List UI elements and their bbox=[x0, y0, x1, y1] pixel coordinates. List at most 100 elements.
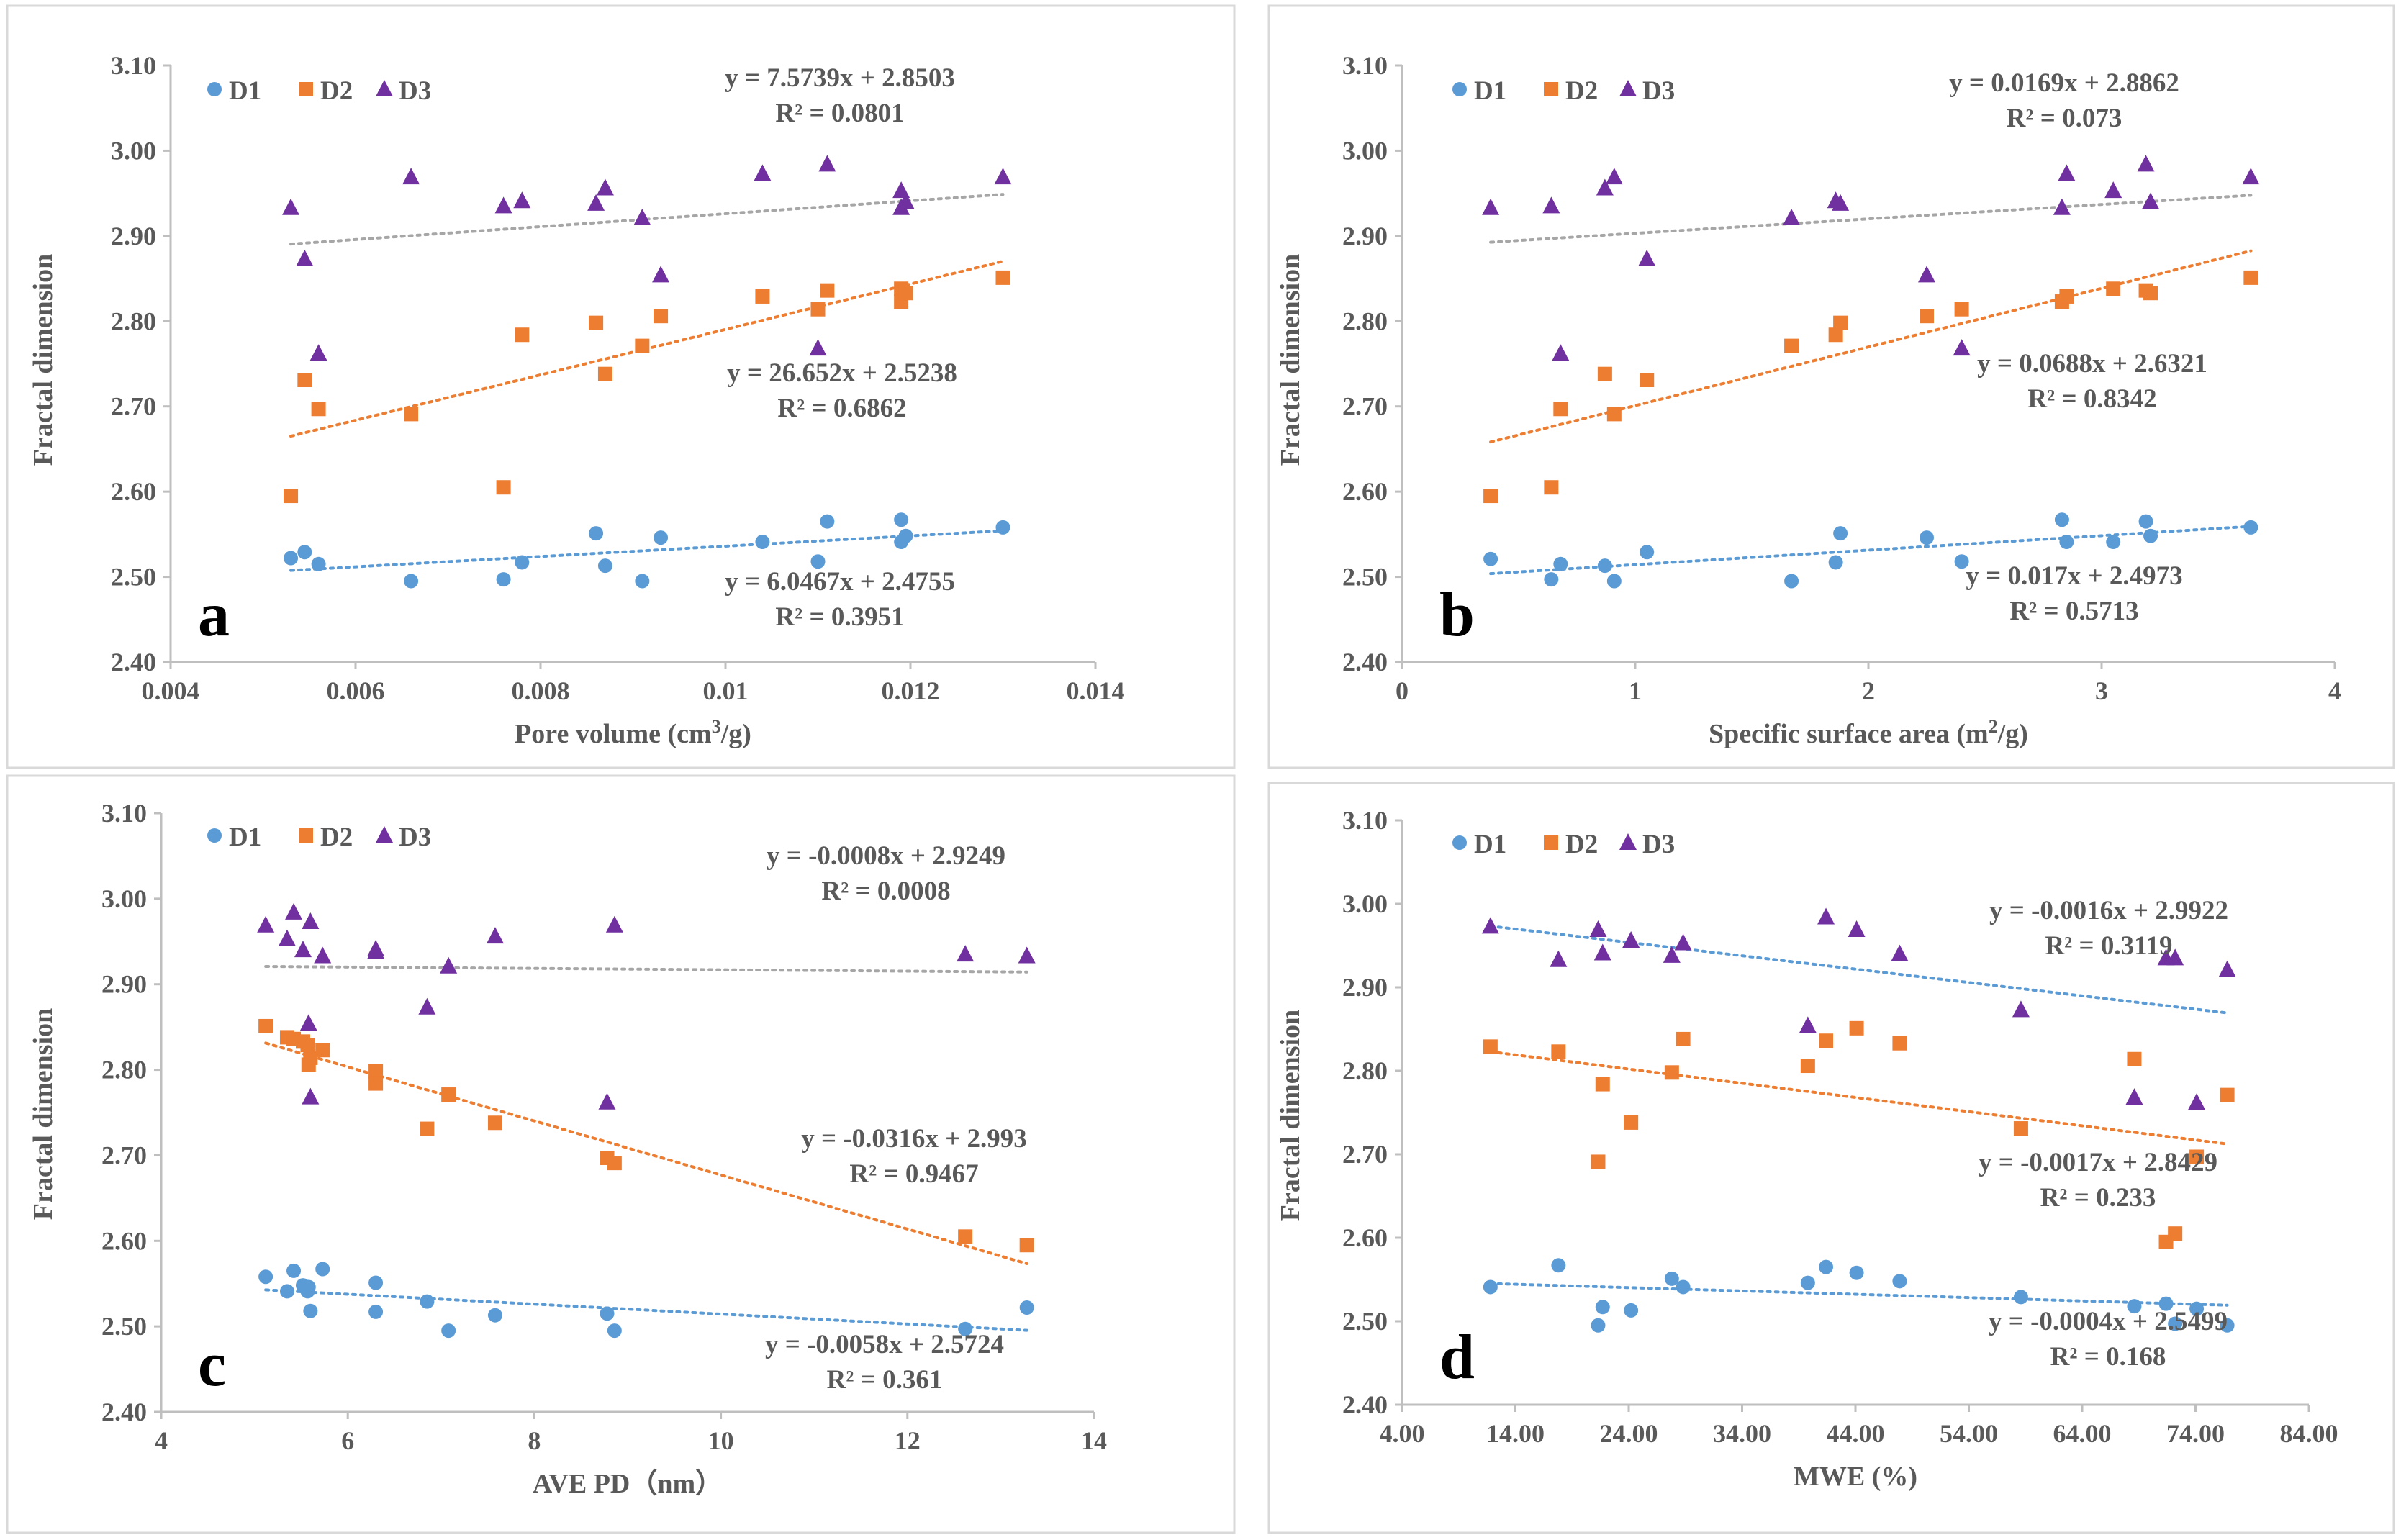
x-axis-title: Pore volume (cm3/g) bbox=[515, 716, 751, 749]
data-point-d1 bbox=[279, 1284, 294, 1299]
data-point-d3 bbox=[1953, 339, 1971, 356]
equation-d2: y = 26.652x + 2.5238 bbox=[727, 358, 957, 388]
data-point-d3 bbox=[652, 266, 670, 283]
data-point-d3 bbox=[1848, 920, 1866, 937]
data-point-d2 bbox=[496, 480, 511, 495]
y-tick-label: 2.60 bbox=[1342, 477, 1388, 506]
data-point-d1 bbox=[1595, 1300, 1610, 1315]
data-point-d1 bbox=[487, 1308, 502, 1323]
y-tick-label: 2.60 bbox=[111, 477, 156, 506]
data-point-d2 bbox=[2059, 289, 2074, 304]
y-axis-title: Fractal dimension bbox=[1275, 254, 1306, 466]
equation-d2: y = -0.0017x + 2.8429 bbox=[1979, 1148, 2217, 1177]
x-tick-label: 64.00 bbox=[2053, 1419, 2112, 1448]
circle-marker-icon bbox=[1452, 835, 1467, 850]
y-tick-label: 3.10 bbox=[101, 799, 147, 828]
data-point-d2 bbox=[1664, 1065, 1679, 1080]
data-point-d2 bbox=[1483, 1039, 1498, 1054]
circle-marker-icon bbox=[207, 82, 222, 96]
square-marker-icon bbox=[299, 828, 313, 843]
data-point-d2 bbox=[1483, 489, 1498, 504]
data-point-d3 bbox=[1817, 907, 1835, 925]
data-point-d3 bbox=[2137, 155, 2155, 172]
panel-frame bbox=[6, 774, 1236, 1534]
x-tick-label: 4.00 bbox=[1380, 1419, 1425, 1448]
legend-label-d1: D1 bbox=[229, 76, 261, 106]
y-tick-label: 2.80 bbox=[101, 1056, 147, 1084]
r-squared-d2: R² = 0.6862 bbox=[777, 394, 906, 423]
trendline-d2 bbox=[264, 1041, 1028, 1265]
y-tick-label: 2.40 bbox=[1342, 1390, 1388, 1419]
x-tick-label: 14 bbox=[1081, 1426, 1107, 1455]
y-tick-label: 2.40 bbox=[111, 648, 156, 676]
y-tick-label: 3.00 bbox=[1342, 136, 1388, 165]
data-point-d2 bbox=[1800, 1059, 1815, 1074]
square-marker-icon bbox=[1544, 835, 1558, 850]
triangle-marker-icon bbox=[1619, 833, 1637, 850]
data-point-d2 bbox=[297, 373, 312, 388]
data-point-d2 bbox=[2127, 1051, 2142, 1066]
x-tick-label: 0.004 bbox=[142, 676, 200, 705]
data-point-d1 bbox=[810, 554, 826, 569]
data-point-d3 bbox=[994, 168, 1012, 185]
data-point-d2 bbox=[958, 1229, 973, 1244]
x-axis-title-main: Specific surface area (m bbox=[1709, 719, 1989, 749]
data-point-d2 bbox=[1819, 1033, 1834, 1048]
data-point-d2 bbox=[303, 1050, 318, 1065]
y-tick-label: 3.10 bbox=[1342, 51, 1388, 80]
trendline-d3 bbox=[1488, 924, 2229, 1015]
r-squared-d1: R² = 0.361 bbox=[827, 1365, 943, 1395]
data-point-d3 bbox=[2058, 164, 2076, 181]
x-tick-label: 12 bbox=[895, 1426, 921, 1455]
data-point-d2 bbox=[635, 338, 650, 353]
data-point-d2 bbox=[2189, 1149, 2205, 1164]
equation-d2: y = 0.0688x + 2.6321 bbox=[1977, 349, 2207, 379]
data-point-d3 bbox=[1482, 198, 1500, 215]
data-point-d3 bbox=[587, 194, 605, 211]
legend-label-d2: D2 bbox=[1565, 76, 1598, 106]
trendline-d3 bbox=[1489, 194, 2253, 244]
triangle-marker-icon bbox=[376, 826, 393, 843]
data-point-d1 bbox=[2158, 1296, 2174, 1311]
equation-d1: y = 6.0467x + 2.4755 bbox=[725, 567, 955, 597]
r-squared-d3: R² = 0.3119 bbox=[2045, 931, 2172, 961]
legend-label-d1: D1 bbox=[1474, 830, 1506, 859]
data-point-d3 bbox=[257, 915, 275, 933]
data-point-d1 bbox=[258, 1269, 273, 1285]
equation-d2: y = -0.0316x + 2.993 bbox=[801, 1124, 1027, 1154]
data-point-d1 bbox=[300, 1284, 315, 1299]
data-point-d3 bbox=[1550, 950, 1568, 967]
y-tick-label: 2.80 bbox=[1342, 307, 1388, 335]
data-point-d2 bbox=[487, 1115, 502, 1131]
data-point-d3 bbox=[1018, 946, 1036, 964]
trendline-d3 bbox=[264, 964, 1028, 974]
data-point-d2 bbox=[654, 309, 669, 324]
data-point-d2 bbox=[995, 270, 1010, 285]
y-tick-label: 2.50 bbox=[111, 563, 156, 592]
data-point-d1 bbox=[1828, 555, 1843, 570]
panel-letter: a bbox=[198, 580, 230, 650]
x-axis-title-main: Pore volume (cm bbox=[515, 719, 712, 749]
data-point-d2 bbox=[2168, 1226, 2183, 1241]
data-point-d2 bbox=[2143, 286, 2158, 301]
data-point-d2 bbox=[315, 1043, 330, 1058]
panel-letter: d bbox=[1439, 1323, 1475, 1392]
data-point-d3 bbox=[598, 1092, 616, 1110]
y-tick-label: 2.50 bbox=[101, 1312, 147, 1341]
data-point-d1 bbox=[2220, 1318, 2235, 1333]
r-squared-d1: R² = 0.3951 bbox=[775, 602, 904, 632]
y-axis-title: Fractal dimension bbox=[28, 254, 58, 466]
data-point-d3 bbox=[1552, 344, 1570, 361]
data-point-d3 bbox=[302, 912, 320, 929]
data-point-d1 bbox=[1892, 1274, 1907, 1289]
x-tick-label: 0.006 bbox=[327, 676, 385, 705]
y-tick-label: 3.00 bbox=[111, 136, 156, 165]
triangle-marker-icon bbox=[376, 80, 393, 96]
y-axis-title: Fractal dimension bbox=[1275, 1010, 1306, 1221]
data-point-d3 bbox=[818, 155, 836, 172]
data-point-d2 bbox=[1892, 1036, 1907, 1051]
legend-label-d1: D1 bbox=[229, 823, 261, 852]
y-tick-label: 3.00 bbox=[1342, 889, 1388, 918]
trendline-d1 bbox=[1489, 525, 2253, 576]
data-point-d2 bbox=[1784, 338, 1799, 353]
